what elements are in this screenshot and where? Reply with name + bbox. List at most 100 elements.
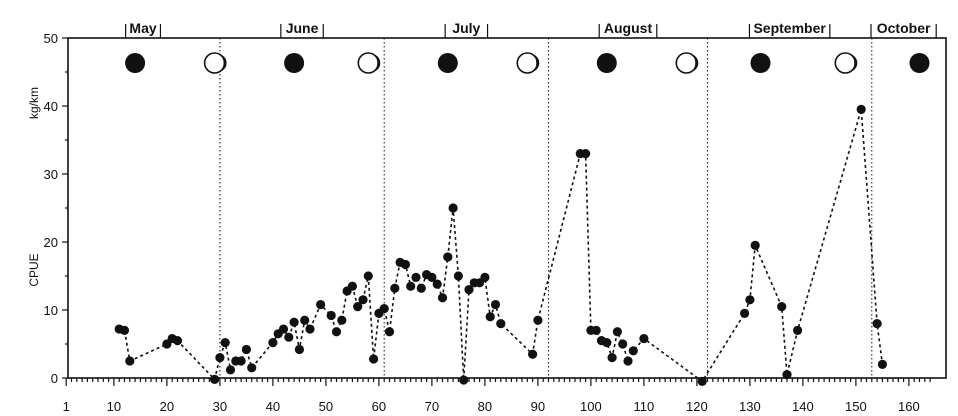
y-axis-labels: kg/km CPUE <box>27 87 41 287</box>
data-point <box>628 346 638 356</box>
data-point <box>284 332 294 342</box>
data-point <box>618 339 628 349</box>
full-moon-shade <box>848 54 858 72</box>
data-point <box>437 293 448 303</box>
x-tick-label: 30 <box>213 399 227 414</box>
full-moon-shade <box>530 54 540 72</box>
month-label: July <box>452 20 480 36</box>
y-axis-label-cpue: CPUE <box>27 253 41 286</box>
data-point <box>353 302 363 312</box>
data-point <box>740 308 750 318</box>
x-tick-label: 80 <box>478 399 492 414</box>
new-moon-icon <box>596 53 617 73</box>
data-point <box>369 354 379 364</box>
full-moon-icon <box>675 52 699 74</box>
data-point <box>247 363 257 373</box>
y-tick-label: 40 <box>44 99 58 114</box>
data-point <box>305 324 315 334</box>
cpue-series <box>114 104 888 386</box>
data-point <box>443 252 453 262</box>
data-point <box>384 327 395 337</box>
moon-phase-icons <box>125 52 930 74</box>
x-tick-label: 60 <box>372 399 386 414</box>
data-point <box>464 285 474 295</box>
y-tick-label: 20 <box>44 235 58 250</box>
data-point <box>490 299 501 310</box>
x-tick-label: 70 <box>425 399 439 414</box>
data-point <box>416 283 426 293</box>
data-point <box>872 319 882 329</box>
data-point <box>496 319 506 329</box>
data-point <box>480 272 490 282</box>
y-axis: 0 10 20 30 40 50 <box>44 31 68 386</box>
month-labels: May June July August September October <box>125 20 937 38</box>
full-moon-icon <box>357 52 381 74</box>
x-tick-label: 20 <box>160 399 174 414</box>
month-label: June <box>286 20 319 36</box>
data-point <box>172 336 183 346</box>
y-axis-label-unit: kg/km <box>27 87 41 119</box>
data-point <box>241 344 251 355</box>
x-tick-label: 110 <box>634 399 655 414</box>
x-tick-label: 50 <box>319 399 333 414</box>
data-point <box>581 149 591 159</box>
new-moon-icon <box>125 53 146 73</box>
x-tick-label: 90 <box>531 399 545 414</box>
data-point <box>448 203 458 213</box>
data-point <box>347 281 357 291</box>
data-point <box>427 272 437 282</box>
full-moon-icon <box>203 52 227 74</box>
x-tick-label: 150 <box>845 399 867 414</box>
data-point <box>856 104 866 114</box>
y-tick-label: 30 <box>44 167 58 182</box>
new-moon-icon <box>437 53 458 73</box>
x-tick-label: 10 <box>107 399 121 414</box>
data-point <box>268 338 278 348</box>
data-point <box>591 325 601 335</box>
month-label: August <box>604 20 653 36</box>
y-tick-label: 10 <box>44 303 58 318</box>
data-point <box>485 312 495 322</box>
data-point <box>777 302 787 312</box>
full-moon-icon <box>834 52 858 74</box>
data-point <box>612 327 623 337</box>
series-line <box>118 109 884 383</box>
data-point <box>316 299 326 310</box>
data-point <box>745 295 755 305</box>
new-moon-icon <box>750 53 771 73</box>
data-point <box>278 324 289 334</box>
data-point <box>300 315 310 325</box>
full-moon-shade <box>217 54 227 72</box>
data-point <box>411 272 421 282</box>
data-point <box>379 304 389 314</box>
data-point <box>363 271 373 281</box>
data-point <box>877 359 888 369</box>
data-point <box>210 374 220 384</box>
full-moon-icon <box>516 52 540 74</box>
data-point <box>528 349 538 359</box>
data-point <box>125 356 135 366</box>
x-tick-label: 100 <box>580 399 602 414</box>
data-point <box>453 271 463 281</box>
data-point <box>236 356 246 366</box>
full-moon-shade <box>689 54 699 72</box>
data-point <box>289 317 299 327</box>
data-point <box>331 327 342 337</box>
plot-border <box>67 37 947 379</box>
data-point <box>294 344 304 355</box>
x-tick-label: 130 <box>739 399 761 414</box>
month-dividers <box>219 38 873 378</box>
plot-frame <box>67 37 947 379</box>
data-point <box>750 240 760 250</box>
data-point <box>639 333 649 344</box>
data-point <box>697 376 707 386</box>
x-tick-label: 140 <box>792 399 814 414</box>
data-point <box>326 310 336 321</box>
data-point <box>623 356 633 366</box>
x-tick-label: 160 <box>898 399 920 414</box>
data-point <box>390 283 400 293</box>
y-tick-label: 50 <box>44 31 58 46</box>
new-moon-icon <box>284 53 305 73</box>
data-point <box>119 325 130 335</box>
data-point <box>337 315 347 325</box>
